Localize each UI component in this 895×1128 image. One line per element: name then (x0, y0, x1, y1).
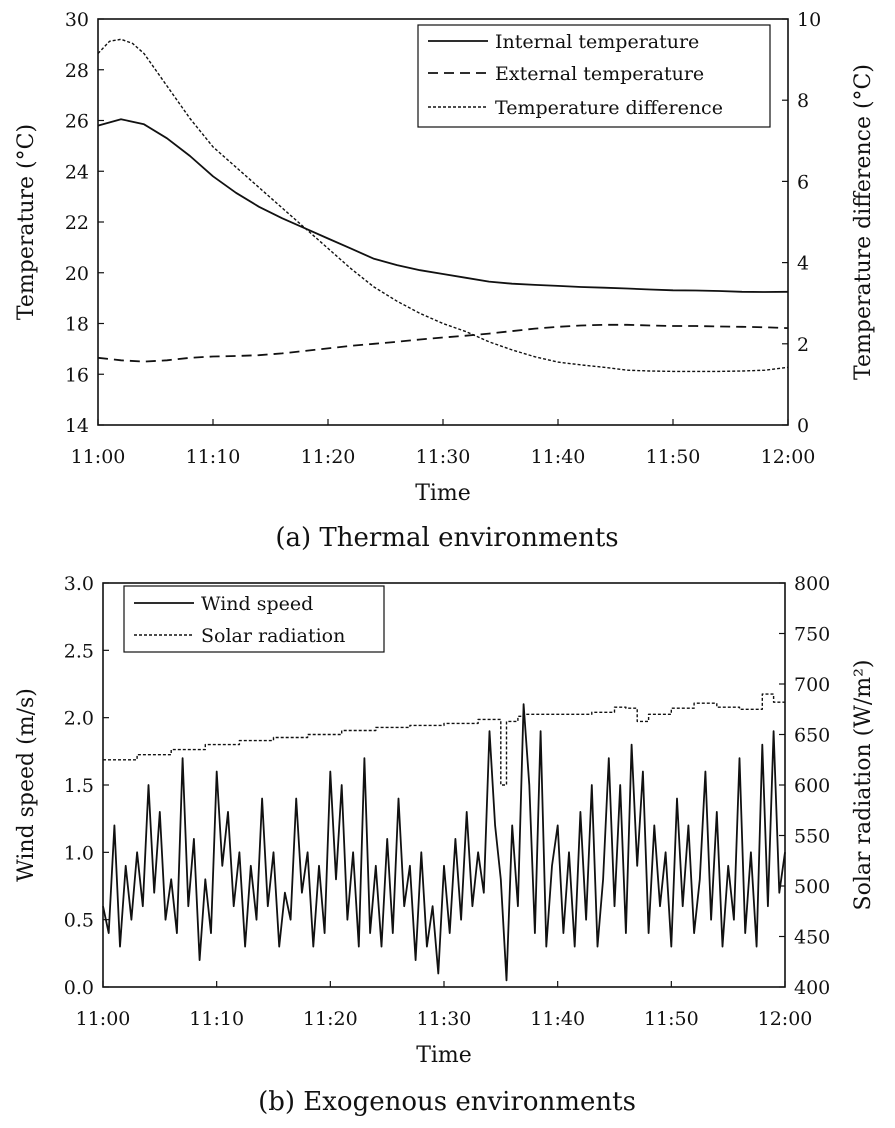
chart-a-y-axis-title: Temperature (°C) (14, 124, 39, 320)
chart-b: 11:00 11:10 11:20 11:30 11:40 11:50 12:00 0.0 0.… (14, 573, 876, 1117)
chart-a-legend-label-internal: Internal temperature (495, 31, 699, 53)
chart-b-ticks: 11:00 11:10 11:20 11:30 11:40 11:50 12:00 0.0 0.… (64, 573, 830, 1030)
chart-b-y2-tick-label: 750 (794, 624, 830, 646)
chart-b-x-tick-label: 11:40 (530, 1008, 585, 1030)
chart-b-legend-box (123, 585, 385, 653)
chart-b-x-axis-title: Time (416, 1043, 472, 1068)
chart-a-y2-axis-title: Temperature difference (°C) (851, 64, 876, 380)
chart-b-y-tick-label: 3.0 (64, 573, 94, 595)
chart-b-y-tick-label: 2.5 (64, 640, 94, 662)
chart-b-series-wind-speed (102, 703, 786, 982)
chart-a-y-tick-label: 30 (65, 9, 89, 31)
chart-b-y2-tick-label: 550 (794, 826, 830, 848)
chart-a-x-tick-label: 11:20 (301, 446, 356, 468)
chart-a-y2-tick-label: 0 (797, 415, 809, 437)
chart-b-x-tick-label: 11:10 (189, 1008, 244, 1030)
chart-a-y-tick-label: 26 (65, 111, 89, 133)
chart-b-y-tick-label: 0.5 (64, 910, 94, 932)
chart-a-x-tick-label: 11:10 (186, 446, 241, 468)
chart-a-y-tick-label: 18 (65, 314, 89, 336)
chart-b-series-solar-radiation (103, 693, 785, 786)
chart-a-y2-tick-label: 4 (797, 253, 809, 275)
chart-b-legend-label-solar: Solar radiation (201, 625, 345, 647)
chart-a-x-tick-label: 12:00 (761, 446, 816, 468)
chart-b-y-axis-title: Wind speed (m/s) (14, 688, 39, 882)
chart-b-y2-tick-label: 650 (794, 725, 830, 747)
chart-b-x-tick-label: 11:00 (76, 1008, 131, 1030)
chart-b-y2-tick-label: 600 (794, 775, 830, 797)
chart-b-legend-label-wind: Wind speed (201, 593, 313, 615)
chart-a-y2-tick-label: 2 (797, 334, 809, 356)
chart-b-series (102, 693, 786, 982)
chart-a-y-tick-label: 22 (65, 212, 89, 234)
chart-a-legend: Internal temperature External temperatur… (417, 24, 771, 128)
chart-a-legend-label-difference: Temperature difference (495, 97, 723, 119)
chart-a-caption: (a) Thermal environments (275, 523, 618, 553)
chart-b-x-tick-label: 11:20 (303, 1008, 358, 1030)
chart-a-series-external-temperature (97, 323, 789, 363)
chart-a-series (97, 38, 789, 373)
chart-b-y2-tick-label: 450 (794, 927, 830, 949)
chart-a-y-tick-label: 20 (65, 263, 89, 285)
chart-b-y-tick-label: 0.0 (64, 977, 94, 999)
chart-a-x-tick-label: 11:30 (416, 446, 471, 468)
chart-b-x-tick-label: 11:30 (417, 1008, 472, 1030)
chart-b-caption: (b) Exogenous environments (258, 1087, 636, 1117)
chart-b-y2-tick-label: 800 (794, 573, 830, 595)
chart-b-y2-tick-label: 400 (794, 977, 830, 999)
chart-a-y2-tick-label: 6 (797, 171, 809, 193)
chart-b-legend: Wind speed Solar radiation (123, 585, 385, 653)
chart-b-y2-axis-title: Solar radiation (W/m²) (851, 659, 876, 910)
chart-a-y-tick-label: 24 (65, 161, 89, 183)
chart-a-x-tick-label: 11:00 (71, 446, 126, 468)
chart-b-x-tick-label: 11:50 (644, 1008, 699, 1030)
chart-a-y2-tick-label: 10 (797, 9, 821, 31)
chart-b-x-tick-label: 12:00 (758, 1008, 813, 1030)
chart-a-x-axis-title: Time (415, 481, 471, 506)
chart-a-y-tick-label: 16 (65, 364, 89, 386)
chart-a: 11:00 11:10 11:20 11:30 11:40 11:50 12:00 14 16 1… (14, 9, 876, 553)
chart-a-ticks: 11:00 11:10 11:20 11:30 11:40 11:50 12:00 14 16 1… (65, 9, 821, 468)
chart-b-y2-tick-label: 700 (794, 674, 830, 696)
chart-b-y-tick-label: 1.0 (64, 842, 94, 864)
chart-b-y-tick-label: 2.0 (64, 708, 94, 730)
chart-b-y2-tick-label: 500 (794, 876, 830, 898)
chart-a-y-tick-label: 14 (65, 415, 89, 437)
chart-a-x-tick-label: 11:50 (646, 446, 701, 468)
chart-a-x-tick-label: 11:40 (531, 446, 586, 468)
chart-a-legend-box (417, 24, 771, 128)
chart-a-legend-label-external: External temperature (495, 63, 704, 85)
chart-b-y-tick-label: 1.5 (64, 775, 94, 797)
chart-a-y-tick-label: 28 (65, 60, 89, 82)
chart-a-y2-tick-label: 8 (797, 90, 809, 112)
chart-a-series-internal-temperature (97, 118, 789, 293)
